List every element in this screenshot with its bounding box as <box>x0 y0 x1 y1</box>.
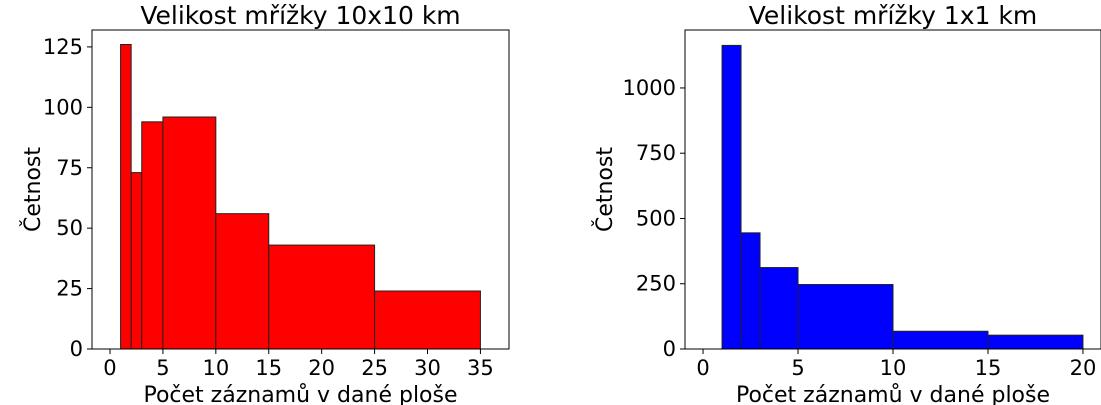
histogram-bar <box>374 290 481 350</box>
histogram-bar <box>215 213 270 350</box>
y-axis-label: Četnost <box>20 147 46 232</box>
x-tick-label: 35 <box>467 356 494 380</box>
y-tick-label: 1000 <box>623 76 676 100</box>
x-axis-label: Počet záznamů v dané ploše <box>143 383 457 405</box>
y-tick-label: 100 <box>43 95 83 119</box>
x-tick-label: 0 <box>696 356 709 380</box>
y-tick-label: 0 <box>663 337 676 361</box>
plot-area-frame <box>91 29 510 350</box>
y-tick-label: 25 <box>56 277 83 301</box>
histogram-bar <box>721 44 742 350</box>
histogram-bar <box>130 172 143 350</box>
x-tick-label: 15 <box>975 356 1002 380</box>
x-tick-label: 10 <box>202 356 229 380</box>
histogram-bar <box>892 330 989 350</box>
x-tick-label: 5 <box>791 356 804 380</box>
x-tick-label: 15 <box>255 356 282 380</box>
histogram-bar <box>120 44 132 350</box>
x-tick-label: 0 <box>103 356 116 380</box>
x-axis-label: Počet záznamů v dané ploše <box>736 383 1050 405</box>
x-tick-label: 5 <box>156 356 169 380</box>
histogram-bar <box>987 334 1084 350</box>
x-tick-label: 25 <box>361 356 388 380</box>
y-tick-label: 250 <box>636 272 676 296</box>
x-tick-label: 10 <box>880 356 907 380</box>
histogram-bar <box>759 267 799 350</box>
y-tick-label: 50 <box>56 216 83 240</box>
histogram-bar <box>162 116 217 350</box>
y-tick-label: 500 <box>636 206 676 230</box>
x-tick-label: 20 <box>1070 356 1097 380</box>
y-axis-label: Četnost <box>592 147 618 232</box>
x-tick-label: 20 <box>308 356 335 380</box>
y-tick-label: 125 <box>43 35 83 59</box>
histogram-bar <box>740 232 761 350</box>
x-tick-label: 30 <box>414 356 441 380</box>
chart-title: Velikost mřížky 1x1 km <box>749 1 1038 30</box>
histogram-bar <box>141 121 164 350</box>
histogram-bar <box>797 284 894 350</box>
y-tick-label: 75 <box>56 156 83 180</box>
histogram-bar <box>268 244 376 350</box>
chart-grid-10km: 0 5 10 15 20 25 30 35 0 25 50 75 100 125 Velikost mříž… <box>20 1 510 405</box>
chart-title: Velikost mřížky 10x10 km <box>140 1 460 30</box>
y-tick-label: 0 <box>70 337 83 361</box>
y-tick-label: 750 <box>636 141 676 165</box>
chart-grid-1km: 0 5 10 15 20 0 250 500 750 1000 Velikost mřížky 1x… <box>592 1 1101 405</box>
